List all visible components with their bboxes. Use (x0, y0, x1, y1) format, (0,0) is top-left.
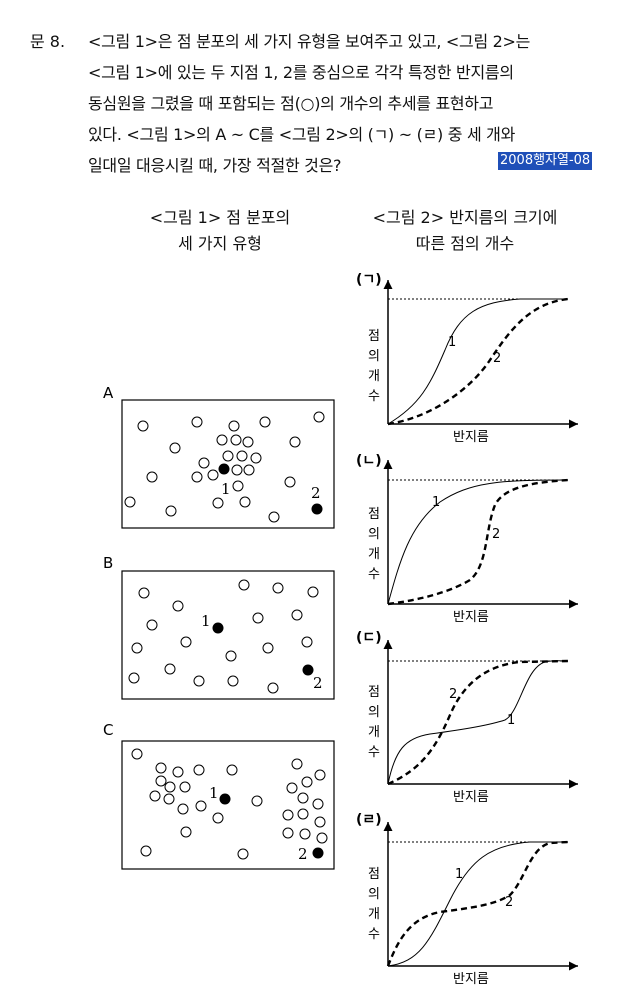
svg-text:수: 수 (368, 567, 380, 582)
panel-b-point1 (212, 622, 224, 634)
graph-1: (ㄱ) 1 2 점 의 개 수 반지름 (356, 272, 578, 445)
panel-a-point1 (218, 463, 230, 475)
svg-text:수: 수 (368, 745, 380, 760)
panel-c-label: C (103, 721, 113, 739)
question-number: 문 8. (30, 32, 66, 51)
graph-4-curve1-label: 1 (455, 867, 463, 882)
svg-text:개: 개 (368, 907, 380, 922)
panel-b-point2 (302, 664, 314, 676)
graph-2-curve1-label: 1 (432, 495, 440, 510)
panel-a-dots (124, 411, 325, 523)
svg-text:점: 점 (368, 685, 380, 700)
graph-4-curve1 (387, 841, 568, 967)
panel-c-point1 (219, 793, 231, 805)
graph-2-label: (ㄴ) (356, 453, 382, 469)
graph-2-y-axis-label: 점 의 개 수 (368, 507, 380, 582)
graph-4: (ㄹ) 1 2 점 의 개 수 반지름 (356, 812, 578, 987)
graph-3-y-axis-label: 점 의 개 수 (368, 685, 380, 760)
graph-2: (ㄴ) 1 2 점 의 개 수 반지름 (356, 453, 578, 625)
figure2-caption-line2: 따른 점의 개수 (415, 234, 515, 253)
graph-3-x-axis-label: 반지름 (453, 790, 489, 805)
question-line-2: <그림 1>에 있는 두 지점 1, 2를 중심으로 각각 특정한 반지름의 (88, 63, 514, 82)
panel-a-frame (121, 399, 335, 529)
graph-1-y-axis-label: 점 의 개 수 (368, 329, 380, 404)
graph-3-curve2-label: 2 (449, 687, 457, 702)
graph-4-curve2-label: 2 (505, 895, 513, 910)
graph-2-curve2-label: 2 (492, 527, 500, 542)
graph-4-label: (ㄹ) (356, 812, 382, 828)
panel-b-label: B (103, 554, 113, 572)
panel-b-frame (121, 570, 335, 700)
source-tag: 2008행자열-08 (498, 152, 593, 170)
figure2-caption-line1: <그림 2> 반지름의 크기에 (372, 208, 558, 227)
svg-text:개: 개 (368, 725, 380, 740)
panel-b: B 1 2 (103, 554, 335, 700)
panel-c-point2-label: 2 (298, 845, 308, 863)
graph-3-label: (ㄷ) (356, 630, 382, 646)
graph-1-x-axis-label: 반지름 (453, 430, 489, 445)
svg-text:점: 점 (368, 867, 380, 882)
svg-text:개: 개 (368, 547, 380, 562)
panel-c-dots (131, 748, 328, 860)
panel-c-frame (121, 740, 335, 870)
graph-1-curve1 (387, 298, 568, 425)
svg-text:점: 점 (368, 507, 380, 522)
question-line-5: 일대일 대응시킬 때, 가장 적절한 것은? (88, 156, 342, 175)
panel-c: C 1 2 (103, 721, 335, 870)
panel-a-point2-label: 2 (311, 484, 321, 502)
panel-a: A 1 2 (103, 384, 335, 529)
svg-text:의: 의 (368, 705, 380, 720)
panel-b-dots (128, 579, 319, 694)
svg-text:점: 점 (368, 329, 380, 344)
panel-a-point1-label: 1 (221, 480, 231, 498)
graph-2-x-axis-label: 반지름 (453, 610, 489, 625)
graph-4-y-axis-label: 점 의 개 수 (368, 867, 380, 942)
svg-text:개: 개 (368, 369, 380, 384)
svg-text:의: 의 (368, 887, 380, 902)
svg-text:의: 의 (368, 349, 380, 364)
graph-1-label: (ㄱ) (356, 272, 382, 288)
panel-a-label: A (103, 384, 114, 402)
figure1-caption-line2: 세 가지 유형 (178, 234, 262, 253)
panel-c-point1-label: 1 (209, 784, 219, 802)
graph-4-curve2 (386, 840, 569, 967)
graph-1-curve2 (387, 297, 569, 426)
graph-3-curve1 (387, 660, 569, 785)
graph-1-curve2-label: 2 (493, 351, 501, 366)
question-line-1: <그림 1>은 점 분포의 세 가지 유형을 보여주고 있고, <그림 2>는 (88, 32, 531, 51)
graph-2-curve2 (387, 478, 569, 606)
question-line-4: 있다. <그림 1>의 A ~ C를 <그림 2>의 (ㄱ) ~ (ㄹ) 중 세… (88, 125, 515, 144)
graph-3-curve1-label: 1 (507, 713, 515, 728)
figure2-caption: <그림 2> 반지름의 크기에 따른 점의 개수 (345, 205, 585, 257)
svg-text:수: 수 (368, 389, 380, 404)
figure1-caption-line1: <그림 1> 점 분포의 (149, 208, 291, 227)
graph-1-curve1-label: 1 (448, 335, 456, 350)
panel-a-point2 (311, 503, 323, 515)
figure1-caption: <그림 1> 점 분포의 세 가지 유형 (110, 205, 330, 257)
panel-b-point2-label: 2 (313, 674, 323, 692)
graph-3-curve2 (387, 659, 569, 786)
panel-c-point2 (312, 847, 324, 859)
question-line-3: 동심원을 그렸을 때 포함되는 점(○)의 개수의 추세를 표현하고 (88, 94, 494, 113)
graph-2-curve1 (387, 479, 569, 605)
svg-text:수: 수 (368, 927, 380, 942)
graph-4-x-axis-label: 반지름 (453, 972, 489, 987)
svg-text:의: 의 (368, 527, 380, 542)
panel-b-point1-label: 1 (201, 612, 211, 630)
graph-3: (ㄷ) 1 2 점 의 개 수 반지름 (356, 630, 578, 805)
